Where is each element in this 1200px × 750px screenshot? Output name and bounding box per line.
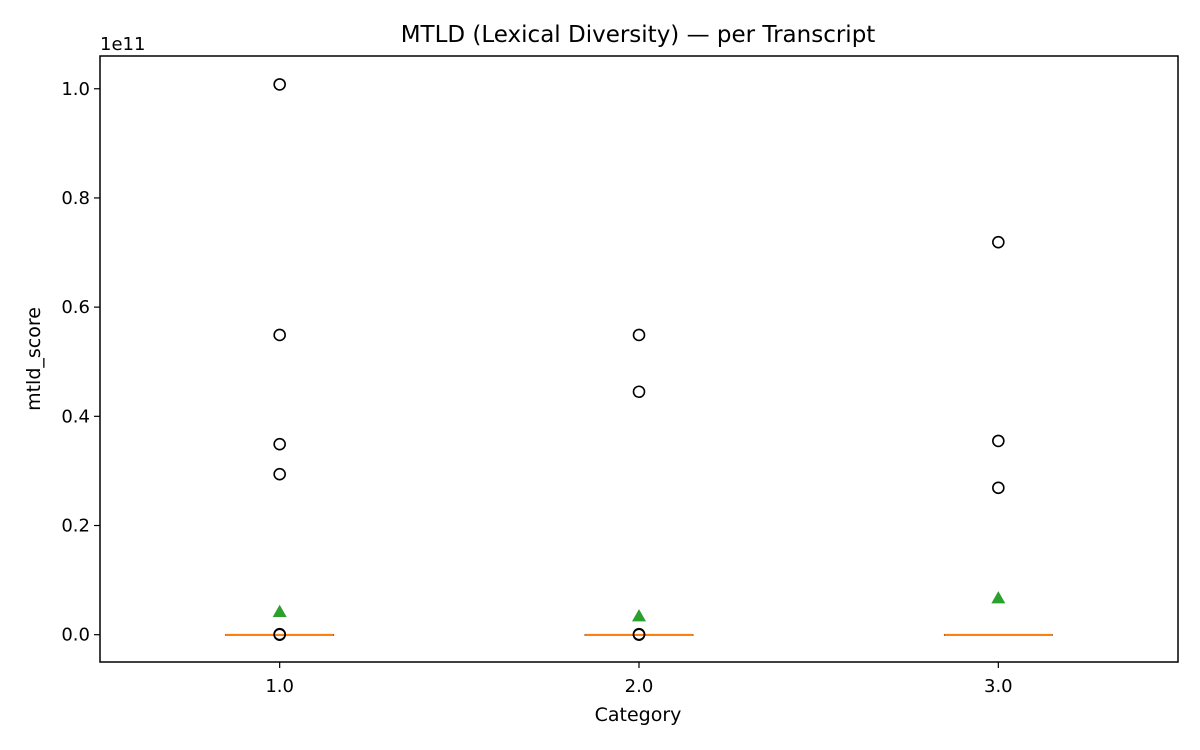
plot-frame [99,55,1179,663]
outlier-point [273,467,286,481]
outlier-point [992,235,1005,249]
outlier-point [632,385,646,399]
y-tick-label: 0.0 [61,625,90,646]
y-tick-label: 0.4 [61,406,90,427]
y-tick-label: 0.2 [61,516,90,537]
outlier-point [632,328,646,342]
outlier-point [273,437,286,451]
outlier-point [273,78,286,91]
mean-marker [991,591,1006,604]
mean-marker [272,604,287,618]
outlier-point [992,434,1005,448]
x-tick-label: 1.0 [265,676,294,697]
outlier-point [273,328,286,342]
x-axis-label: Category [595,704,682,726]
y-tick-label: 0.8 [61,188,90,209]
y-tick-label: 0.6 [61,297,90,318]
plot-area: 0.0 0.2 0.4 0.6 0.8 1.0 1.0 2.0 3.0 [61,78,1053,697]
outlier-point [273,628,286,642]
y-axis-offset-label: 1e11 [100,34,145,55]
chart-title: MTLD (Lexical Diversity) — per Transcrip… [401,22,876,48]
y-tick-label: 1.0 [61,79,90,100]
y-axis-label: mtld_score [23,307,45,411]
mean-marker [632,609,646,622]
x-tick-label: 2.0 [625,676,654,697]
x-tick-label: 3.0 [984,676,1013,697]
outlier-point [632,628,646,642]
outlier-point [992,481,1005,495]
